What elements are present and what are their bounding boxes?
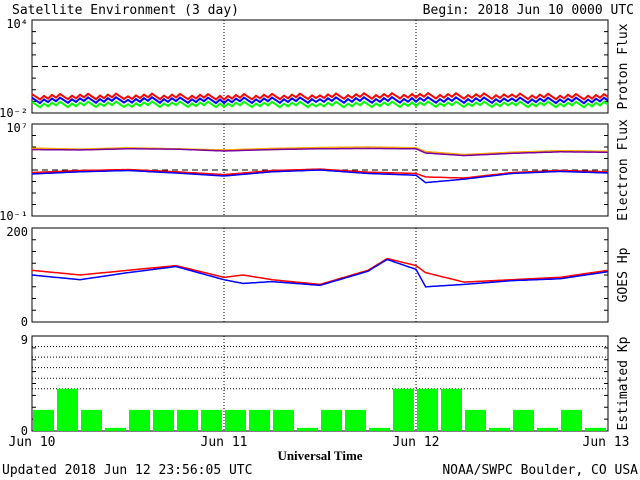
hp-panel: 200 0 GOES Hp (6, 225, 631, 329)
electron-y-axis-label: Electron Flux (616, 119, 631, 221)
electron-series-blue (31, 169, 609, 184)
kp-y-axis-label: Estimated Kp (616, 336, 631, 430)
kp-y-min-label: 0 (21, 424, 28, 438)
kp-y-max-label: 9 (21, 333, 28, 347)
kp-bar (441, 388, 462, 431)
kp-bar (513, 409, 534, 431)
proton-series-green (31, 100, 609, 109)
kp-bar (345, 409, 366, 431)
x-tick-jun-10: Jun 10 (9, 435, 56, 450)
hp-series-blue (31, 258, 609, 288)
updated-timestamp: Updated 2018 Jun 12 23:56:05 UTC (2, 463, 252, 478)
kp-bar (129, 409, 150, 431)
kp-bar (489, 427, 510, 431)
credit: NOAA/SWPC Boulder, CO USA (442, 463, 638, 478)
x-tick-jun-12: Jun 12 (393, 435, 440, 450)
kp-bar (201, 409, 222, 431)
chart-title: Satellite Environment (3 day) (12, 3, 239, 18)
begin-time: Begin: 2018 Jun 10 0000 UTC (423, 3, 634, 18)
electron-series-red (31, 168, 609, 179)
proton-series-red (31, 91, 609, 101)
kp-bar (321, 409, 342, 431)
proton-y-max-label: 10⁴ (6, 17, 28, 31)
electron-series-orange (31, 146, 608, 156)
kp-bar (585, 427, 606, 431)
hp-y-max-label: 200 (6, 225, 28, 239)
panels: 10⁴ 10⁻² Proton Flux 10⁷ 10⁻¹ Electron Flux 20… (0, 17, 631, 438)
kp-bar (393, 388, 414, 431)
kp-bar (105, 427, 126, 431)
kp-panel: 9 0 Estimated Kp (21, 333, 631, 438)
kp-bar (537, 427, 558, 431)
kp-bar (249, 409, 270, 431)
kp-bar (33, 409, 54, 431)
proton-y-axis-label: Proton Flux (616, 23, 631, 109)
kp-bar (297, 427, 318, 431)
proton-y-min-label: 10⁻² (0, 106, 28, 120)
x-tick-jun-13: Jun 13 (583, 435, 630, 450)
x-axis-label: Universal Time (277, 448, 362, 463)
electron-y-max-label: 10⁷ (6, 121, 28, 135)
proton-series-blue (31, 95, 609, 105)
kp-bar (369, 427, 390, 431)
proton-panel: 10⁴ 10⁻² Proton Flux (0, 17, 631, 120)
kp-bar (465, 409, 486, 431)
x-tick-jun-11: Jun 11 (201, 435, 248, 450)
kp-bar (153, 409, 174, 431)
kp-bar (273, 409, 294, 431)
kp-bar (57, 388, 78, 431)
hp-frame (31, 227, 609, 323)
kp-bar (177, 409, 198, 431)
hp-y-min-label: 0 (21, 315, 28, 329)
electron-series-purple (32, 147, 608, 157)
hp-y-axis-label: GOES Hp (616, 247, 631, 302)
kp-bar (81, 409, 102, 431)
kp-bar (225, 409, 246, 431)
kp-bar (417, 388, 438, 431)
hp-series-red (31, 257, 609, 286)
electron-panel: 10⁷ 10⁻¹ Electron Flux (0, 119, 631, 223)
electron-y-min-label: 10⁻¹ (0, 209, 28, 223)
kp-bar (561, 409, 582, 431)
